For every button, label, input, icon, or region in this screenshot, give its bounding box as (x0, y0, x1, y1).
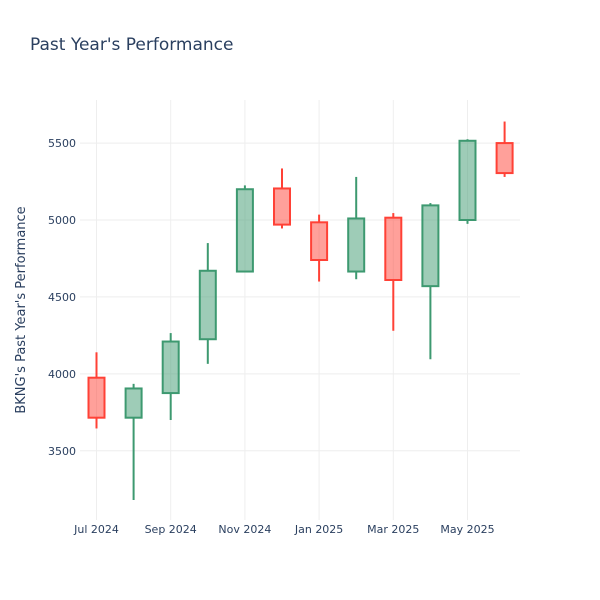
y-axis-label: BKNG's Past Year's Performance (14, 206, 29, 413)
candle-body (495, 142, 514, 175)
candle (495, 121, 514, 177)
candle-body (198, 269, 217, 341)
candle-body (273, 187, 291, 226)
candle-body (310, 221, 329, 261)
y-tick-label: 3500 (48, 445, 76, 458)
candle (310, 214, 329, 282)
candle (458, 139, 477, 224)
candle (161, 333, 180, 420)
y-tick-label: 5500 (48, 137, 76, 150)
y-axis-ticks: 3500 4000 4500 5000 5500 (48, 137, 76, 458)
x-tick-label: Jan 2025 (294, 523, 343, 536)
x-axis-ticks: Jul 2024 Sep 2024 Nov 2024 Jan 2025 Mar 2025… (73, 523, 495, 536)
candle-body (384, 216, 403, 281)
candle-body (87, 376, 106, 419)
y-tick-label: 4000 (48, 368, 76, 381)
chart-title: Past Year's Performance (30, 35, 234, 55)
candle (347, 176, 366, 280)
candle (273, 168, 291, 229)
grid-lines (80, 100, 520, 520)
candle-body (235, 188, 254, 273)
y-tick-label: 4500 (48, 291, 76, 304)
y-tick-label: 5000 (48, 214, 76, 227)
x-tick-label: Sep 2024 (145, 523, 197, 536)
candle-body (161, 340, 180, 395)
candle (198, 243, 217, 364)
x-tick-label: Mar 2025 (367, 523, 419, 536)
x-tick-label: Nov 2024 (218, 523, 271, 536)
x-tick-label: May 2025 (440, 523, 494, 536)
candle (384, 213, 403, 331)
candle-body (347, 217, 366, 273)
x-tick-label: Jul 2024 (73, 523, 119, 536)
candle (235, 185, 254, 273)
candle-body (124, 387, 143, 419)
candle (124, 383, 143, 500)
candle (421, 203, 440, 360)
candle (87, 352, 106, 429)
candles (87, 121, 514, 500)
candle-body (458, 139, 477, 221)
candle-body (421, 204, 440, 288)
